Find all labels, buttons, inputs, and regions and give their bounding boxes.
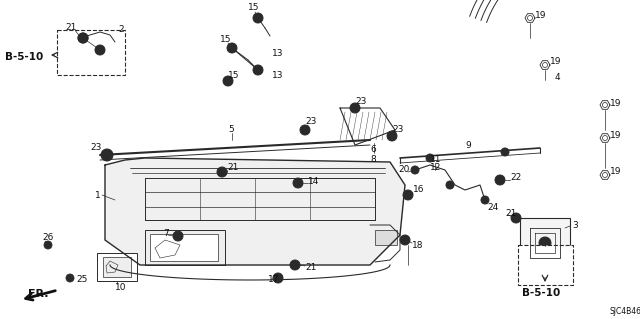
Text: 13: 13: [272, 48, 284, 57]
Circle shape: [78, 33, 88, 43]
Bar: [520, 218, 570, 268]
Text: 15: 15: [248, 4, 259, 12]
Text: 5: 5: [228, 125, 234, 135]
Circle shape: [78, 33, 88, 43]
Circle shape: [227, 43, 237, 53]
Text: 18: 18: [412, 241, 424, 249]
Text: 20: 20: [398, 166, 410, 174]
Text: 23: 23: [305, 117, 316, 127]
Text: 13: 13: [272, 71, 284, 80]
Circle shape: [293, 178, 303, 188]
Circle shape: [511, 213, 521, 223]
Circle shape: [217, 167, 227, 177]
Text: 1: 1: [95, 190, 100, 199]
Text: 12: 12: [430, 164, 442, 173]
Circle shape: [481, 196, 489, 204]
Polygon shape: [105, 158, 405, 265]
Text: 15: 15: [228, 70, 239, 79]
Text: 25: 25: [76, 276, 88, 285]
Circle shape: [95, 45, 105, 55]
Bar: [150, 234, 218, 261]
Text: 15: 15: [220, 35, 232, 44]
Polygon shape: [600, 134, 610, 142]
Polygon shape: [540, 61, 550, 69]
Text: 10: 10: [115, 284, 127, 293]
Circle shape: [253, 13, 263, 23]
Text: 24: 24: [487, 203, 499, 211]
Text: 7: 7: [163, 229, 169, 239]
Text: 8: 8: [370, 155, 376, 165]
Circle shape: [44, 241, 52, 249]
Polygon shape: [525, 14, 535, 22]
Text: SJC4B4600C: SJC4B4600C: [610, 308, 640, 316]
Bar: [57, 30, 125, 75]
Circle shape: [400, 235, 410, 245]
Circle shape: [253, 65, 263, 75]
Bar: [97, 253, 137, 281]
Circle shape: [501, 148, 509, 156]
Text: B-5-10: B-5-10: [522, 288, 560, 298]
Text: 17: 17: [268, 276, 280, 285]
Circle shape: [495, 175, 505, 185]
Text: 22: 22: [510, 174, 521, 182]
Text: FR.: FR.: [28, 289, 49, 299]
Text: 19: 19: [550, 57, 561, 66]
Text: 19: 19: [610, 130, 621, 139]
Circle shape: [300, 125, 310, 135]
Circle shape: [350, 103, 360, 113]
Text: 21: 21: [227, 164, 238, 173]
Circle shape: [273, 273, 283, 283]
Circle shape: [403, 190, 413, 200]
Text: 23: 23: [90, 144, 101, 152]
Circle shape: [446, 181, 454, 189]
Text: 21: 21: [305, 263, 316, 272]
Text: 2: 2: [118, 26, 124, 34]
Circle shape: [387, 131, 397, 141]
Text: 3: 3: [572, 220, 578, 229]
Circle shape: [66, 274, 74, 282]
Bar: [103, 257, 131, 277]
Circle shape: [290, 260, 300, 270]
Text: 26: 26: [42, 234, 53, 242]
Text: 19: 19: [610, 167, 621, 176]
Circle shape: [81, 35, 86, 41]
Text: 19: 19: [610, 99, 621, 108]
Text: 4: 4: [555, 73, 561, 83]
Polygon shape: [600, 171, 610, 179]
Text: 11: 11: [430, 155, 442, 165]
Circle shape: [539, 237, 551, 249]
Bar: [375, 230, 397, 245]
Circle shape: [101, 149, 113, 161]
Polygon shape: [600, 101, 610, 109]
Text: 16: 16: [413, 186, 424, 195]
Bar: [145, 230, 225, 265]
Circle shape: [223, 76, 233, 86]
Text: 23: 23: [392, 125, 403, 135]
Text: 21: 21: [65, 24, 76, 33]
Text: 23: 23: [355, 98, 366, 107]
Text: B-5-10: B-5-10: [5, 52, 44, 62]
Text: 14: 14: [308, 176, 319, 186]
Text: 21: 21: [505, 209, 516, 218]
Circle shape: [411, 166, 419, 174]
Text: 6: 6: [370, 145, 376, 154]
Circle shape: [426, 154, 434, 162]
Bar: [518, 245, 573, 285]
Circle shape: [173, 231, 183, 241]
Text: 19: 19: [535, 11, 547, 19]
Text: 9: 9: [465, 140, 471, 150]
Circle shape: [97, 48, 102, 53]
